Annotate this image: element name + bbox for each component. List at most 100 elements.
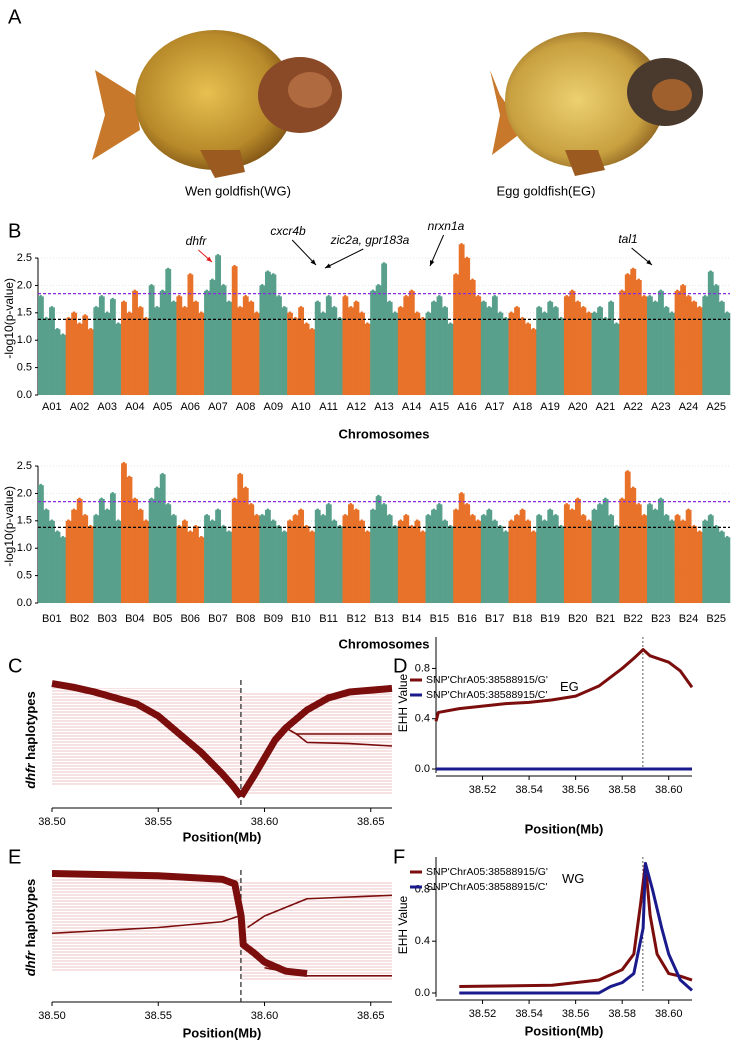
x-tick-label: A09	[263, 401, 283, 413]
snp-point	[139, 508, 142, 512]
snp-column	[237, 474, 244, 603]
x-tick-label: B23	[651, 613, 671, 625]
snp-column	[525, 520, 532, 603]
x-tick-label: 38.54	[515, 1008, 543, 1020]
snp-point	[460, 242, 463, 246]
group-label: WG	[562, 871, 584, 886]
snp-column	[624, 274, 631, 395]
snp-column	[331, 307, 338, 395]
snp-column	[525, 323, 532, 395]
y-tick-label: 2.5	[17, 460, 32, 472]
snp-column	[220, 285, 227, 395]
snp-point	[637, 502, 641, 506]
snp-point	[216, 508, 220, 512]
snp-column	[215, 509, 221, 603]
y-tick-label: 0.5	[17, 362, 32, 374]
snp-column	[126, 476, 133, 603]
snp-column	[353, 301, 360, 395]
snp-column	[226, 531, 233, 603]
snp-point	[620, 497, 624, 501]
snp-point	[609, 513, 613, 517]
snp-column	[680, 285, 687, 395]
snp-point	[576, 300, 580, 304]
snp-point	[155, 486, 159, 490]
snp-point	[166, 267, 170, 271]
snp-column	[381, 263, 388, 395]
snp-point	[327, 502, 331, 506]
snp-column	[442, 307, 448, 395]
snp-point	[681, 284, 685, 287]
snp-column	[685, 509, 692, 603]
snp-point	[155, 305, 159, 309]
snp-column	[586, 312, 592, 395]
snp-column	[381, 504, 388, 603]
snp-column	[574, 498, 581, 603]
snp-point	[642, 513, 646, 517]
snp-point	[399, 305, 403, 309]
gene-annotation: dhfr	[186, 234, 208, 248]
y-tick-label: 0.0	[415, 763, 430, 775]
snp-point	[144, 519, 148, 523]
snp-point	[698, 530, 701, 534]
x-tick-label: 38.60	[655, 1008, 683, 1020]
snp-point	[581, 513, 585, 517]
fish-photo-eg	[490, 32, 703, 176]
snp-column	[724, 537, 731, 603]
snp-point	[676, 513, 679, 517]
snp-column	[497, 312, 504, 395]
x-tick-label: B19	[540, 613, 560, 625]
snp-point	[404, 294, 408, 298]
snp-point	[266, 508, 270, 512]
snp-point	[282, 530, 286, 534]
x-tick-label: 38.60	[251, 816, 279, 828]
annotation-arrow	[291, 239, 317, 266]
snp-column	[226, 301, 233, 395]
snp-column	[193, 301, 199, 395]
snp-point	[526, 519, 530, 523]
x-tick-label: A03	[97, 401, 117, 413]
snp-point	[294, 513, 297, 517]
arrow-head	[206, 256, 212, 262]
snp-point	[44, 508, 48, 512]
snp-point	[620, 289, 624, 293]
panel-label: C	[8, 655, 22, 677]
snp-column	[60, 537, 66, 603]
snp-point	[720, 300, 724, 304]
snp-point	[94, 513, 98, 517]
snp-column	[652, 509, 659, 603]
snp-point	[238, 472, 242, 476]
snp-column	[270, 520, 277, 603]
snp-column	[447, 526, 454, 603]
snp-point	[161, 472, 164, 476]
snp-point	[670, 311, 674, 315]
series-line	[247, 894, 393, 929]
snp-column	[276, 526, 282, 603]
snp-column	[193, 526, 199, 603]
y-axis-label: dhfr haplotypes	[23, 879, 38, 977]
x-tick-label: A16	[457, 401, 477, 413]
snp-point	[631, 486, 635, 490]
snp-column	[641, 515, 648, 603]
gene-annotation: cxcr4b	[270, 224, 306, 238]
y-tick-label: 2.0	[17, 487, 32, 499]
snp-column	[574, 301, 581, 395]
snp-column	[552, 515, 559, 603]
snp-point	[72, 311, 76, 315]
snp-point	[349, 502, 353, 506]
y-tick-label: 2.5	[17, 252, 32, 264]
snp-column	[486, 509, 493, 603]
snp-point	[255, 311, 259, 315]
x-tick-label: B25	[706, 613, 726, 625]
snp-column	[663, 515, 670, 603]
snp-point	[698, 305, 701, 309]
y-label-text: haplotypes	[23, 879, 38, 948]
snp-point	[410, 289, 414, 293]
snp-column	[54, 531, 61, 603]
snp-column	[76, 323, 83, 395]
snp-column	[724, 312, 731, 395]
snp-point	[354, 508, 358, 512]
snp-point	[471, 278, 474, 282]
x-tick-label: A22	[623, 401, 643, 413]
snp-column	[370, 509, 376, 603]
snp-point	[277, 294, 281, 298]
